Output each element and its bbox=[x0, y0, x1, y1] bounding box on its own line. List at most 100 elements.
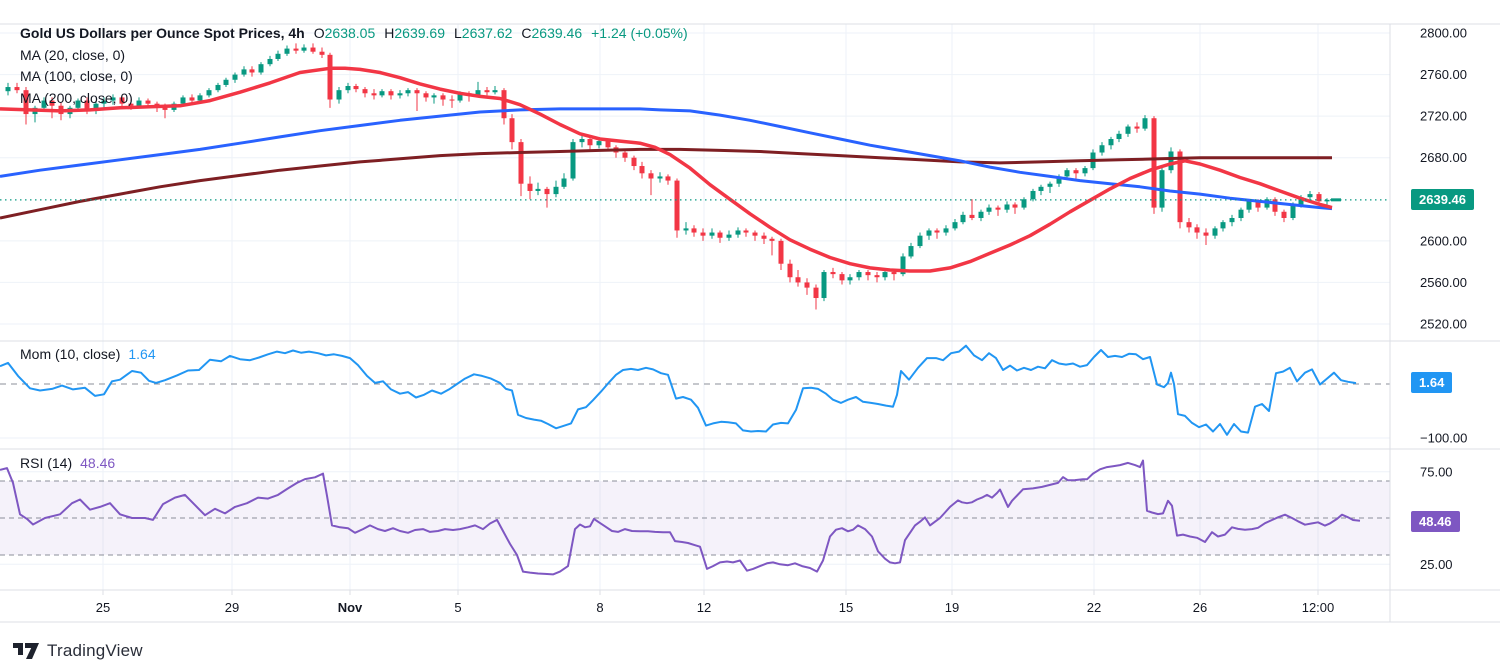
candle-body bbox=[423, 93, 429, 98]
open-value: 2638.05 bbox=[324, 25, 376, 41]
high-value: 2639.69 bbox=[394, 25, 445, 41]
candle-body bbox=[986, 207, 992, 212]
candle-body bbox=[665, 176, 671, 181]
symbol-title-row[interactable]: Gold US Dollars per Ounce Spot Prices, 4… bbox=[20, 25, 688, 41]
change-value: +1.24 (+0.05%) bbox=[591, 25, 688, 41]
candle-body bbox=[275, 53, 281, 59]
candle-body bbox=[821, 272, 827, 299]
price-tick-label: 2520.00 bbox=[1420, 317, 1467, 332]
candle-body bbox=[1324, 199, 1330, 202]
candle-body bbox=[379, 91, 385, 96]
candle-body bbox=[813, 287, 819, 299]
ohlc-values: O2638.05 H2639.69 L2637.62 C2639.46 +1.2… bbox=[314, 25, 688, 41]
candle-body bbox=[926, 230, 932, 236]
tradingview-logo-text: TradingView bbox=[47, 641, 143, 660]
candle-body bbox=[769, 238, 775, 241]
candle-body bbox=[162, 107, 168, 110]
mom-value-badge: 1.64 bbox=[1411, 372, 1453, 393]
candle-body bbox=[622, 152, 628, 158]
ma20-line bbox=[0, 66, 1333, 273]
candle-body bbox=[1307, 194, 1313, 198]
ma100-legend[interactable]: MA (100, close, 0) bbox=[20, 68, 133, 84]
candle-body bbox=[717, 232, 723, 238]
candle-body bbox=[752, 232, 758, 236]
candle-body bbox=[431, 95, 437, 98]
candle-body bbox=[301, 47, 307, 51]
candle-body bbox=[891, 272, 897, 275]
candle-body bbox=[1142, 118, 1148, 129]
ma200-legend[interactable]: MA (200, close, 0) bbox=[20, 89, 133, 106]
candle-body bbox=[1099, 145, 1105, 153]
low-value: 2637.62 bbox=[461, 25, 513, 41]
candle-body bbox=[414, 90, 420, 94]
candle-body bbox=[1290, 204, 1296, 218]
candle-body bbox=[856, 272, 862, 278]
candle-body bbox=[371, 93, 377, 96]
candle-body bbox=[1125, 126, 1131, 134]
candle-body bbox=[865, 272, 871, 276]
candle-body bbox=[249, 69, 255, 73]
mom-legend[interactable]: Mom (10, close) 1.64 bbox=[20, 346, 156, 362]
candle-body bbox=[978, 211, 984, 218]
candle-body bbox=[353, 86, 359, 90]
candle-body bbox=[518, 142, 524, 184]
candle-body bbox=[345, 86, 351, 91]
rsi-value-badge: 48.46 bbox=[1411, 511, 1460, 532]
tradingview-logo-icon bbox=[13, 643, 39, 659]
candle-body bbox=[579, 139, 585, 143]
candle-body bbox=[691, 228, 697, 233]
candle-body bbox=[787, 263, 793, 278]
candle-body bbox=[14, 87, 20, 91]
candle-body bbox=[449, 99, 455, 101]
candle-body bbox=[631, 157, 637, 167]
candle-body bbox=[995, 207, 1001, 210]
candle-body bbox=[1316, 194, 1322, 202]
mom-legend-label: Mom (10, close) bbox=[20, 346, 121, 362]
rsi-legend[interactable]: RSI (14) 48.46 bbox=[20, 455, 115, 471]
candle-body bbox=[336, 90, 342, 100]
candle-body bbox=[830, 272, 836, 275]
candle-body bbox=[136, 100, 142, 106]
candle-body bbox=[189, 97, 195, 101]
tradingview-watermark[interactable]: TradingView bbox=[13, 641, 143, 661]
candle-body bbox=[709, 232, 715, 236]
candle-body bbox=[882, 272, 888, 278]
candle-body bbox=[900, 256, 906, 275]
time-tick-label: 5 bbox=[454, 600, 461, 615]
candle-body bbox=[1004, 204, 1010, 210]
candle-body bbox=[1168, 151, 1174, 171]
candle-body bbox=[605, 141, 611, 148]
candle-body bbox=[362, 89, 368, 94]
candle-body bbox=[943, 228, 949, 233]
candle-body bbox=[1151, 118, 1157, 208]
candle-body bbox=[310, 47, 316, 52]
candle-body bbox=[1281, 211, 1287, 218]
time-tick-label: 15 bbox=[839, 600, 853, 615]
candle-body bbox=[84, 100, 90, 110]
candle-body bbox=[1056, 176, 1062, 184]
time-tick-label: 25 bbox=[96, 600, 110, 615]
candle-body bbox=[223, 79, 229, 85]
candle-body bbox=[405, 90, 411, 94]
candle-body bbox=[180, 97, 186, 104]
candle-body bbox=[23, 90, 29, 115]
candle-body bbox=[327, 54, 333, 100]
candle-body bbox=[484, 90, 490, 93]
candle-body bbox=[657, 176, 663, 179]
price-tick-label: 2560.00 bbox=[1420, 275, 1467, 290]
candle-body bbox=[561, 178, 567, 187]
time-tick-label: 8 bbox=[596, 600, 603, 615]
candle-body bbox=[1246, 201, 1252, 210]
candle-body bbox=[960, 214, 966, 223]
candle-body bbox=[1047, 183, 1053, 187]
candle-body bbox=[735, 230, 741, 235]
ma20-legend[interactable]: MA (20, close, 0) bbox=[20, 46, 126, 63]
candle-body bbox=[501, 90, 507, 119]
candle-body bbox=[847, 277, 853, 281]
close-label: C bbox=[521, 25, 532, 41]
candle-body bbox=[804, 282, 810, 288]
close-value: 2639.46 bbox=[531, 25, 583, 41]
high-label: H bbox=[384, 25, 395, 41]
rsi-tick-label: 75.00 bbox=[1420, 464, 1453, 479]
